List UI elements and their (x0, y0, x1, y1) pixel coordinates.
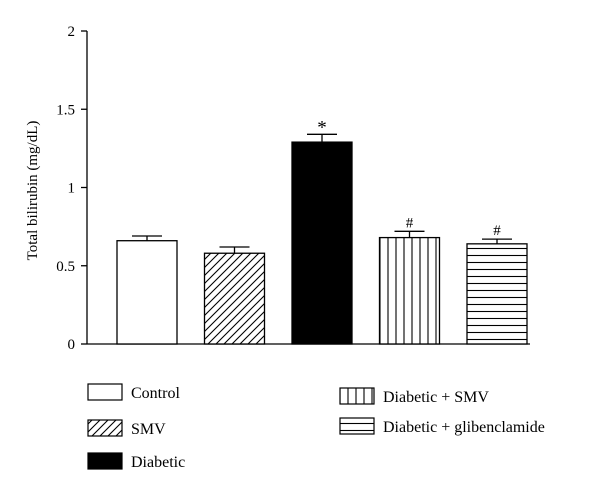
y-tick-label: 1 (68, 181, 76, 197)
legend-swatch (339, 417, 375, 435)
legend-label: Diabetic (131, 454, 185, 471)
significance-marker: # (406, 215, 414, 231)
legend-swatch (87, 383, 123, 401)
legend-label: Diabetic + SMV (383, 389, 489, 406)
y-tick-label: 1.5 (56, 102, 75, 118)
legend-label: SMV (131, 421, 166, 438)
bar (378, 236, 441, 345)
legend-swatch (339, 387, 375, 405)
significance-marker: * (317, 117, 327, 138)
legend-swatch (87, 419, 123, 437)
y-tick-label: 0 (68, 337, 76, 353)
axes: 0 0.5 1 1.5 2 Total bilirubin (mg/dL) (25, 24, 530, 353)
legend-swatch (87, 452, 123, 470)
bar (203, 252, 266, 345)
bar (466, 243, 528, 345)
legend-label: Diabetic + glibenclamide (383, 419, 545, 436)
legend: Control SMV Diabetic Diabetic + SMV Diabetic… (87, 383, 545, 471)
y-tick-label: 0.5 (56, 259, 75, 275)
bars: * # # (116, 117, 528, 345)
bar (291, 141, 353, 345)
significance-marker: # (493, 223, 501, 239)
legend-label: Control (131, 385, 180, 402)
y-axis-label: Total bilirubin (mg/dL) (25, 121, 41, 261)
bar (116, 240, 178, 345)
y-tick-label: 2 (68, 24, 76, 40)
